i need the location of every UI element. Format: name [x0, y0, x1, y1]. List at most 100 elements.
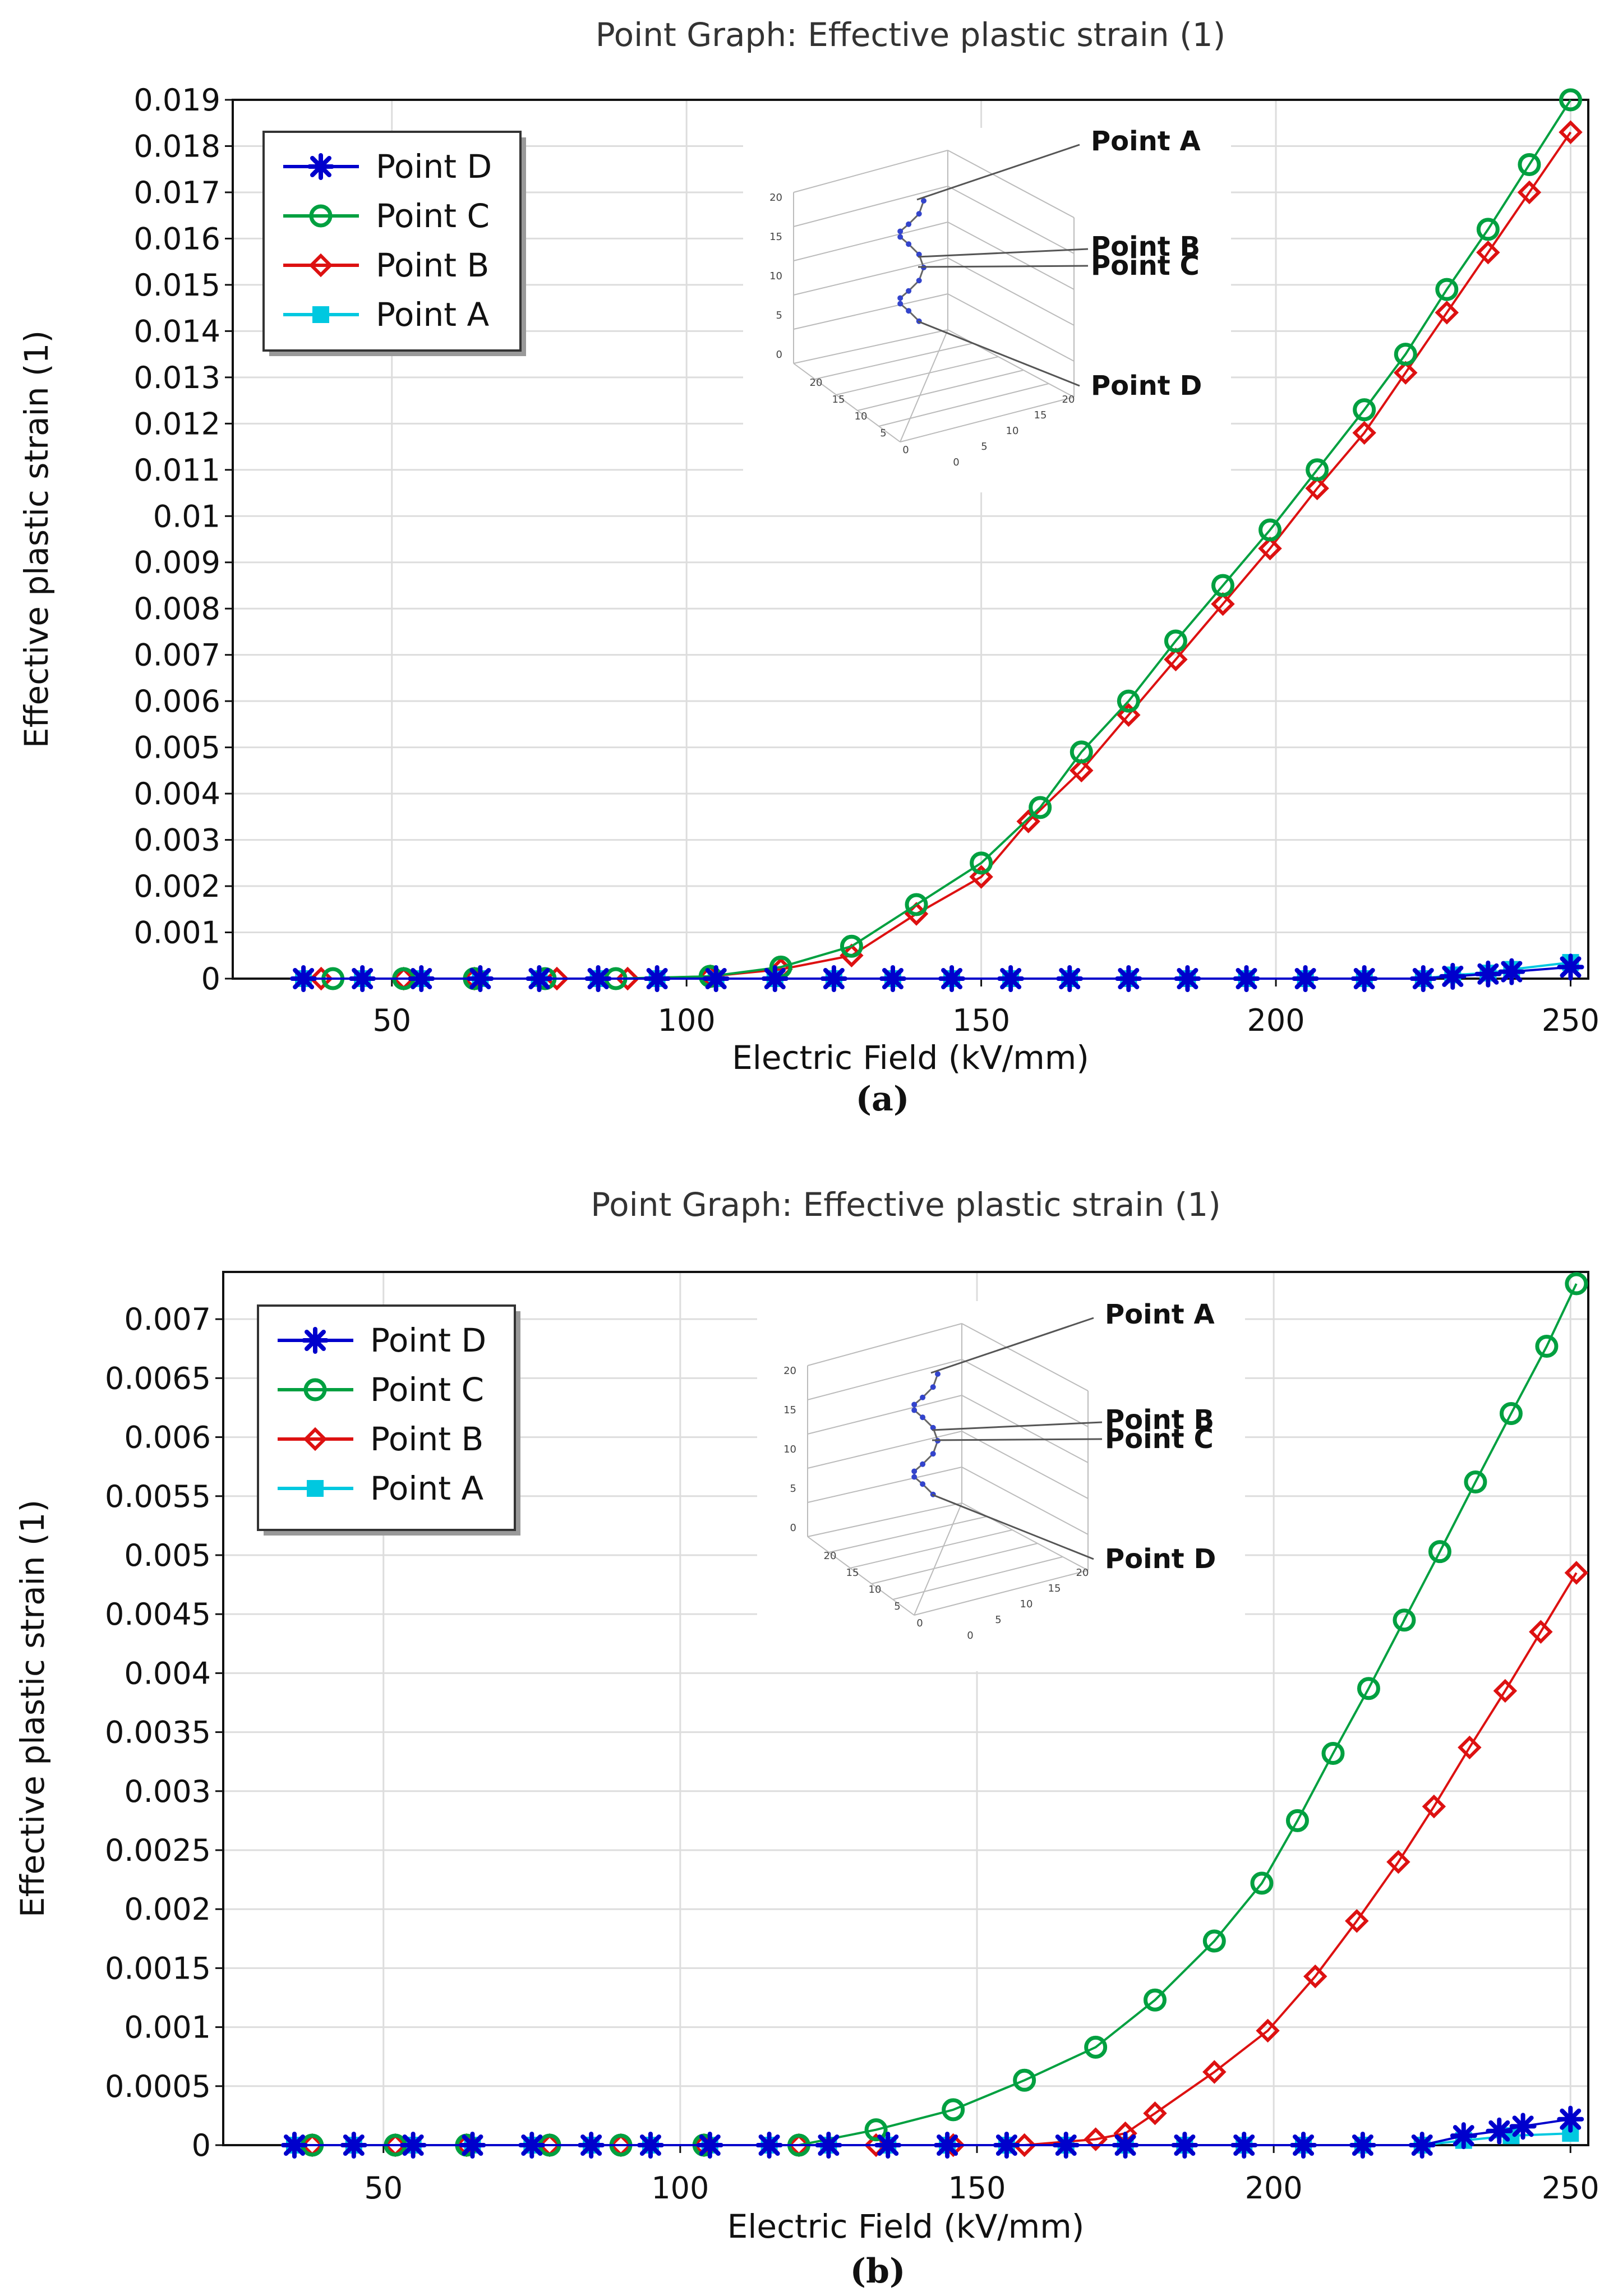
data-point [1303, 1964, 1327, 1989]
inset-leader-line [918, 248, 1089, 258]
inset-coil-point [911, 1407, 918, 1413]
data-point [1013, 2068, 1036, 2092]
data-point [1070, 758, 1094, 783]
chart-a: Point Graph: Effective plastic strain (1… [17, 16, 1599, 1119]
data-point [1143, 2101, 1167, 2126]
y-tick-label: 0.004 [133, 776, 220, 812]
inset-label: Point B [1105, 1404, 1214, 1436]
data-point [1458, 1735, 1482, 1760]
inset-coil-point [920, 1461, 926, 1467]
data-point [1435, 301, 1459, 325]
inset-grid-line [961, 1323, 1089, 1391]
inset-leader-line [932, 1438, 1103, 1441]
inset-coil-point [920, 1394, 926, 1400]
y-tick-label: 0.006 [133, 684, 220, 719]
y-tick-label: 0.007 [124, 1302, 211, 1337]
data-point [879, 965, 906, 992]
data-point [1476, 218, 1500, 241]
data-point [1564, 1561, 1589, 1585]
data-point [755, 2132, 783, 2159]
data-point [280, 2132, 308, 2159]
inset-coil-point [906, 288, 912, 294]
y-tick-label: 0.018 [133, 128, 220, 164]
inset-leader-line [930, 1317, 1094, 1374]
inset-coil-point [897, 301, 904, 307]
y-tick-label: 0.0035 [105, 1715, 211, 1750]
data-point [1499, 1401, 1523, 1425]
inset-grid-line [947, 222, 1075, 290]
inset-tick-label: 20 [1076, 1567, 1089, 1579]
legend-item: Point D [283, 147, 492, 186]
data-point [1435, 278, 1459, 301]
inset-tick-label: 20 [810, 377, 823, 389]
legend-label: Point A [376, 296, 489, 334]
inset-grid-line [793, 150, 948, 193]
inset-tick-label: 10 [1006, 425, 1019, 437]
data-point [970, 851, 993, 875]
data-point [1352, 421, 1376, 445]
data-point [1117, 689, 1140, 713]
data-point [1143, 1988, 1167, 2012]
data-point [1321, 1741, 1345, 1765]
data-point [518, 2132, 546, 2159]
inset-grid-line [807, 1467, 962, 1503]
y-tick-label: 0.017 [133, 175, 220, 210]
data-point [1428, 1540, 1451, 1564]
data-point [545, 966, 569, 991]
inset-label: Point A [1091, 126, 1201, 157]
data-point [467, 965, 494, 992]
inset-coil-point [906, 221, 912, 227]
inset-coil-point [906, 308, 912, 314]
legend-label: Point B [370, 1420, 483, 1458]
data-point [942, 2098, 965, 2122]
inset-tick-label: 5 [880, 427, 886, 439]
inset-coil-point [911, 1474, 918, 1480]
data-point [615, 966, 640, 991]
inset-tick-label: 20 [824, 1550, 837, 1562]
inset-tick-label: 15 [769, 231, 782, 243]
legend-label: Point B [376, 246, 489, 284]
legend-marker [302, 1327, 329, 1354]
data-point [309, 966, 333, 991]
data-point [1353, 398, 1376, 422]
inset-grid-line [793, 186, 948, 227]
legend-label: Point D [376, 147, 492, 186]
inset-coil-point [930, 1384, 936, 1390]
legend-label: Point A [370, 1469, 483, 1507]
inset-coil-point [920, 1481, 926, 1487]
y-axis-label: Effective plastic strain (1) [13, 1500, 52, 1917]
data-point [761, 965, 789, 992]
inset-coil-point [930, 1424, 936, 1431]
data-point [1474, 960, 1502, 988]
inset-grid-line [850, 1529, 1013, 1569]
inset-coil-point [921, 198, 926, 204]
x-tick-label: 150 [952, 1003, 1010, 1038]
y-tick-label: 0.011 [133, 453, 220, 488]
legend-item: Point D [278, 1321, 486, 1359]
data-point [1084, 2127, 1108, 2151]
legend-label: Point D [370, 1321, 486, 1359]
y-tick-label: 0.0015 [105, 1951, 211, 1986]
series-point-d [280, 2105, 1584, 2159]
inset-grid-line [857, 370, 1024, 411]
data-point [1476, 240, 1500, 265]
inset-coil-point [916, 251, 922, 257]
data-point [1345, 1908, 1369, 1933]
inset-tick-label: 5 [995, 1614, 1001, 1626]
inset-grid-line [793, 329, 948, 364]
inset-tick-label: 10 [769, 270, 782, 282]
y-tick-label: 0.008 [133, 591, 220, 626]
x-tick-label: 250 [1542, 1003, 1599, 1038]
inset-grid-line [807, 1536, 915, 1616]
inset-grid-line [914, 1502, 962, 1616]
data-point [1559, 120, 1583, 144]
inset-grid-line [878, 383, 1049, 427]
legend-marker [303, 1427, 328, 1451]
legend-marker [309, 204, 333, 228]
data-point [1290, 2132, 1317, 2159]
data-point [1518, 153, 1541, 176]
data-point [1559, 88, 1582, 112]
y-tick-label: 0.015 [133, 268, 220, 303]
legend-item: Point B [283, 246, 489, 284]
inset-grid-line [793, 363, 901, 442]
